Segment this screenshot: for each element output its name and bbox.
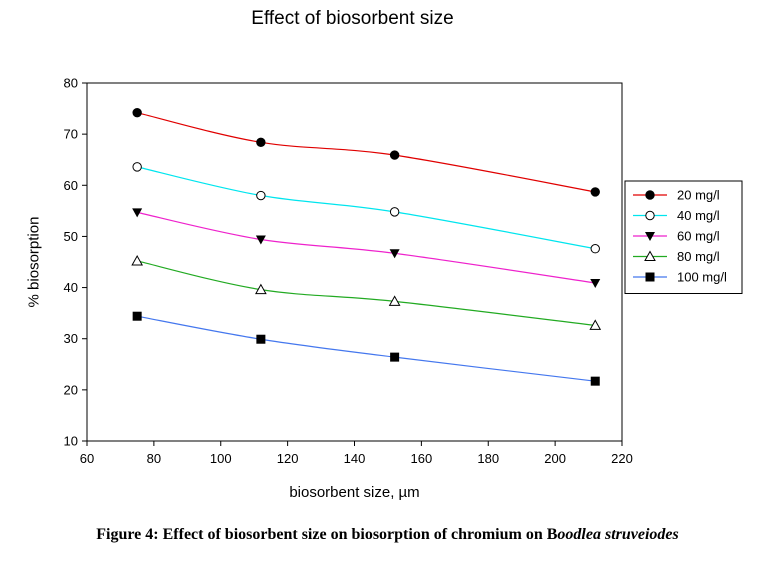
data-point — [132, 208, 143, 218]
data-point — [589, 319, 602, 330]
axes: 10 20 30 40 50 60 70 80 60 80 100 120 140 160 180 200 22… — [64, 76, 633, 467]
caption-italic-text: oodlea struveiodes — [557, 526, 679, 543]
plot-frame — [86, 82, 623, 442]
y-tick-label: 30 — [64, 331, 78, 346]
series-40-mg-l — [132, 162, 600, 254]
legend-label: 100 mg/l — [677, 270, 727, 285]
series-layer — [131, 107, 602, 386]
series-80-mg-l — [131, 254, 602, 330]
caption-text: Figure 4: Effect of biosorbent size on b… — [96, 526, 558, 543]
data-point — [645, 190, 655, 200]
x-tick-label: 120 — [277, 451, 299, 466]
data-point — [644, 250, 656, 261]
series-line — [137, 112, 596, 193]
data-point — [256, 190, 266, 201]
y-tick-label: 20 — [64, 382, 78, 397]
data-point — [645, 232, 655, 241]
legend-box — [624, 180, 743, 294]
x-tick-label: 180 — [477, 451, 499, 466]
data-point — [255, 235, 266, 245]
series-line — [137, 211, 596, 284]
x-tick-label: 220 — [611, 451, 633, 466]
x-tick-label: 200 — [544, 451, 566, 466]
y-tick-label: 60 — [64, 178, 78, 193]
legend-label: 20 mg/l — [677, 188, 720, 203]
data-point — [645, 210, 655, 221]
series-line — [137, 260, 596, 327]
series-60-mg-l — [132, 208, 601, 288]
data-point — [389, 249, 400, 259]
x-tick-label: 60 — [80, 451, 94, 466]
data-point — [256, 137, 266, 148]
x-tick-label: 140 — [344, 451, 366, 466]
legend-label: 80 mg/l — [677, 249, 720, 264]
series-20-mg-l — [132, 107, 600, 197]
x-tick-label: 80 — [147, 451, 161, 466]
data-point — [590, 187, 600, 197]
data-point — [590, 278, 601, 288]
legend-label: 60 mg/l — [677, 229, 720, 244]
legend: 20 mg/l 40 mg/l 60 mg/l 80 mg/l 100 mg/l — [624, 180, 743, 294]
data-point — [590, 376, 600, 386]
y-tick-label: 50 — [64, 229, 78, 244]
figure-caption: Figure 4: Effect of biosorbent size on b… — [0, 526, 775, 544]
series-line — [137, 315, 596, 382]
data-point — [132, 162, 142, 172]
y-tick-label: 80 — [64, 76, 78, 91]
data-point — [390, 352, 400, 362]
data-point — [255, 283, 267, 295]
x-tick-label: 100 — [210, 451, 232, 466]
y-tick-label: 70 — [64, 127, 78, 142]
data-point — [256, 334, 266, 344]
x-axis-label: biosorbent size, µm — [289, 484, 420, 501]
chart-title: Effect of biosorbent size — [251, 8, 454, 29]
data-point — [389, 207, 400, 217]
series-100-mg-l — [132, 311, 600, 386]
data-point — [131, 254, 144, 266]
data-point — [388, 295, 401, 306]
legend-label: 40 mg/l — [677, 208, 720, 223]
data-point — [590, 244, 600, 254]
y-tick-label: 10 — [64, 434, 78, 449]
y-tick-label: 40 — [64, 280, 78, 295]
series-line — [137, 166, 596, 250]
data-point — [132, 311, 142, 321]
data-point — [132, 107, 142, 118]
data-point — [645, 272, 655, 282]
data-point — [389, 150, 400, 160]
x-tick-label: 160 — [411, 451, 433, 466]
